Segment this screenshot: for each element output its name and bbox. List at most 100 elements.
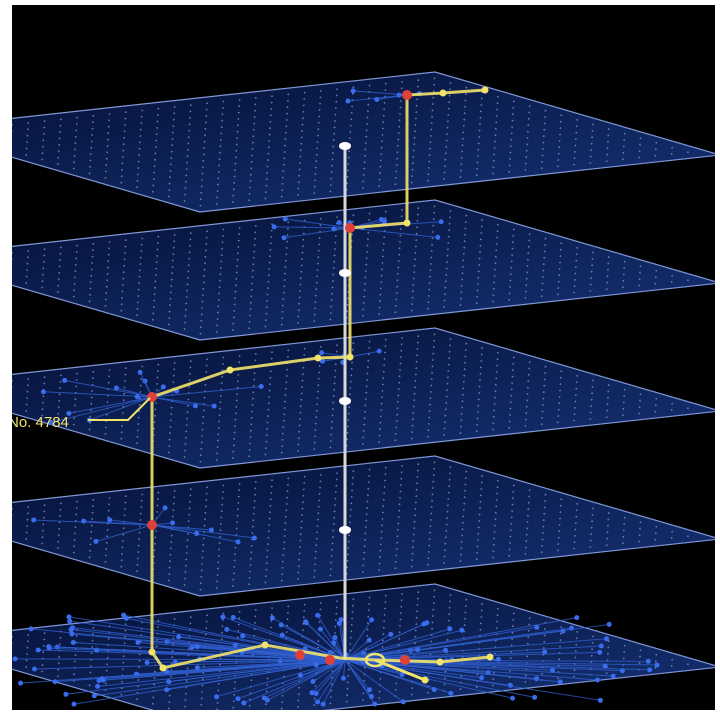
grid-dot: [281, 196, 283, 198]
grid-dot: [222, 497, 224, 499]
grid-dot: [140, 513, 142, 515]
grid-dot: [107, 401, 109, 403]
grid-dot: [237, 252, 239, 254]
grid-dot: [200, 333, 202, 335]
grid-dot: [687, 663, 689, 665]
grid-dot: [201, 179, 203, 181]
grid-dot: [510, 523, 512, 525]
grid-dot: [493, 538, 495, 540]
grid-dot: [184, 328, 186, 330]
grid-dot: [379, 428, 381, 430]
grid-dot: [303, 98, 305, 100]
grid-dot: [395, 555, 397, 557]
grid-dot: [560, 370, 562, 372]
grid-dot: [154, 159, 156, 161]
grid-dot: [299, 418, 301, 420]
grid-dot: [460, 291, 462, 293]
grid-dot: [411, 175, 413, 177]
grid-dot: [301, 130, 303, 132]
grid-dot: [313, 192, 315, 194]
grid-dot: [10, 533, 12, 535]
grid-dot: [478, 136, 480, 138]
grid-dot: [431, 378, 433, 380]
grid-dot: [494, 531, 496, 533]
grid-dot: [141, 494, 143, 496]
grid-dot: [574, 535, 576, 537]
grid-dot: [138, 154, 140, 156]
grid-dot: [525, 547, 527, 549]
grid-dot: [170, 292, 172, 294]
grid-dot: [285, 126, 287, 128]
grid-dot: [398, 638, 400, 640]
grid-dot: [430, 513, 432, 515]
grid-dot: [449, 89, 451, 91]
grid-dot: [269, 511, 271, 513]
grid-dot: [122, 668, 124, 670]
grid-dot: [203, 410, 205, 412]
grid-dot: [368, 475, 370, 477]
grid-dot: [543, 257, 545, 259]
grid-dot: [221, 376, 223, 378]
grid-dot: [369, 597, 371, 599]
grid-dot: [363, 558, 365, 560]
grid-dot: [270, 249, 272, 251]
grid-dot: [574, 669, 576, 671]
grid-dot: [173, 247, 175, 249]
grid-dot: [234, 432, 236, 434]
neighbor-node: [345, 99, 350, 104]
grid-dot: [492, 166, 494, 168]
grid-dot: [269, 127, 271, 129]
grid-dot: [608, 384, 610, 386]
neighbor-node: [32, 667, 37, 672]
grid-dot: [222, 241, 224, 243]
grid-dot: [557, 678, 559, 680]
grid-dot: [560, 633, 562, 635]
grid-dot: [201, 307, 203, 309]
grid-dot: [265, 447, 267, 449]
grid-dot: [317, 640, 319, 642]
grid-dot: [205, 115, 207, 117]
grid-dot: [542, 283, 544, 285]
grid-dot: [89, 300, 91, 302]
grid-dot: [303, 233, 305, 235]
grid-dot: [60, 375, 62, 377]
grid-dot: [92, 115, 94, 117]
grid-dot: [541, 673, 543, 675]
grid-dot: [300, 540, 302, 542]
grid-dot: [433, 218, 435, 220]
grid-dot: [90, 147, 92, 149]
grid-dot: [173, 375, 175, 377]
grid-dot: [480, 495, 482, 497]
grid-dot: [202, 294, 204, 296]
grid-dot: [334, 504, 336, 506]
path-node: [437, 659, 444, 666]
grid-dot: [250, 174, 252, 176]
grid-dot: [330, 440, 332, 442]
grid-dot: [248, 455, 250, 457]
grid-dot: [497, 486, 499, 488]
grid-dot: [364, 155, 366, 157]
neighbor-node: [321, 702, 326, 707]
grid-dot: [189, 373, 191, 375]
grid-dot: [76, 251, 78, 253]
grid-dot: [184, 322, 186, 324]
path-node: [262, 642, 269, 649]
grid-dot: [401, 209, 403, 211]
grid-dot: [366, 129, 368, 131]
grid-dot: [481, 354, 483, 356]
grid-dot: [655, 276, 657, 278]
grid-dot: [282, 567, 284, 569]
grid-dot: [427, 692, 429, 694]
grid-dot: [365, 520, 367, 522]
neighbor-node: [542, 650, 547, 655]
grid-dot: [332, 536, 334, 538]
grid-dot: [333, 523, 335, 525]
grid-dot: [417, 476, 419, 478]
grid-dot: [575, 273, 577, 275]
grid-dot: [286, 119, 288, 121]
grid-dot: [216, 459, 218, 461]
grid-dot: [382, 505, 384, 507]
grid-dot: [480, 360, 482, 362]
grid-dot: [26, 532, 28, 534]
grid-dot: [25, 154, 27, 156]
